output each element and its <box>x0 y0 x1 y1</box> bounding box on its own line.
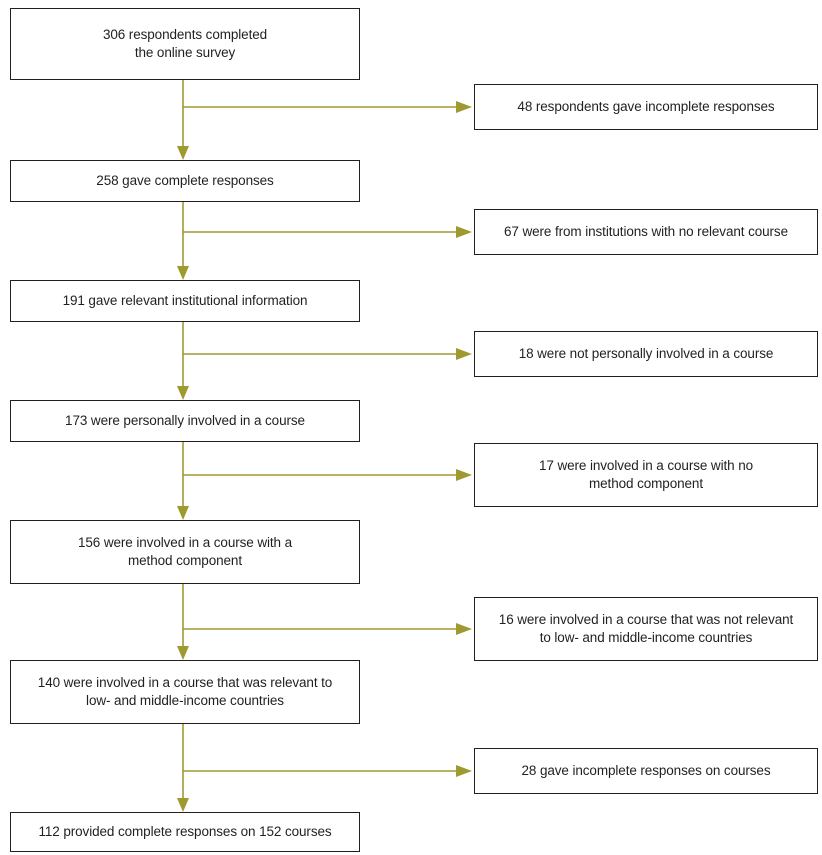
exclusion-5-line-1: 16 were involved in a course that was no… <box>498 611 794 627</box>
main-step-3: 191 gave relevant institutional informat… <box>10 280 360 322</box>
arrowhead-down-1 <box>177 146 189 160</box>
main-step-5: 156 were involved in a course with a met… <box>10 520 360 584</box>
main-step-1-line-1: 306 respondents completed <box>102 26 268 42</box>
exclusion-6-line-1: 28 gave incomplete responses on courses <box>521 762 771 778</box>
exclusion-4-line-2: method component <box>589 476 703 491</box>
main-step-3-line-1: 191 gave relevant institutional informat… <box>62 292 308 308</box>
arrowhead-down-3 <box>177 386 189 400</box>
exclusion-4: 17 were involved in a course with no met… <box>474 443 818 507</box>
arrowhead-branch-2 <box>456 226 472 238</box>
exclusion-3: 18 were not personally involved in a cou… <box>474 331 818 377</box>
exclusion-1: 48 respondents gave incomplete responses <box>474 84 818 130</box>
exclusion-4-line-1: 17 were involved in a course with no <box>538 457 754 473</box>
arrowhead-down-6 <box>177 798 189 812</box>
exclusion-1-line-1: 48 respondents gave incomplete responses <box>517 98 775 114</box>
exclusion-2: 67 were from institutions with no releva… <box>474 209 818 255</box>
arrowhead-branch-4 <box>456 469 472 481</box>
main-step-2: 258 gave complete responses <box>10 160 360 202</box>
main-step-5-line-1: 156 were involved in a course with a <box>77 534 293 550</box>
arrowhead-down-4 <box>177 506 189 520</box>
arrowhead-branch-1 <box>456 101 472 113</box>
main-step-4: 173 were personally involved in a course <box>10 400 360 442</box>
main-step-5-line-2: method component <box>128 553 242 568</box>
arrowhead-branch-5 <box>456 623 472 635</box>
main-step-7: 112 provided complete responses on 152 c… <box>10 812 360 852</box>
exclusion-2-line-1: 67 were from institutions with no releva… <box>504 223 788 239</box>
arrowhead-branch-6 <box>456 765 472 777</box>
arrowhead-down-5 <box>177 646 189 660</box>
main-step-6-line-2: low- and middle-income countries <box>86 693 284 708</box>
exclusion-5-line-2: to low- and middle-income countries <box>539 630 753 645</box>
main-step-4-line-1: 173 were personally involved in a course <box>65 412 305 428</box>
exclusion-5: 16 were involved in a course that was no… <box>474 597 818 661</box>
main-step-1-line-2: the online survey <box>134 45 236 60</box>
main-step-6: 140 were involved in a course that was r… <box>10 660 360 724</box>
arrowhead-down-2 <box>177 266 189 280</box>
main-step-7-line-1: 112 provided complete responses on 152 c… <box>38 823 332 839</box>
arrowhead-branch-3 <box>456 348 472 360</box>
main-step-2-line-1: 258 gave complete responses <box>96 172 274 188</box>
exclusion-3-line-1: 18 were not personally involved in a cou… <box>518 345 774 361</box>
main-step-1: 306 respondents completed the online sur… <box>10 8 360 80</box>
exclusion-6: 28 gave incomplete responses on courses <box>474 748 818 794</box>
main-step-6-line-1: 140 were involved in a course that was r… <box>37 674 333 690</box>
